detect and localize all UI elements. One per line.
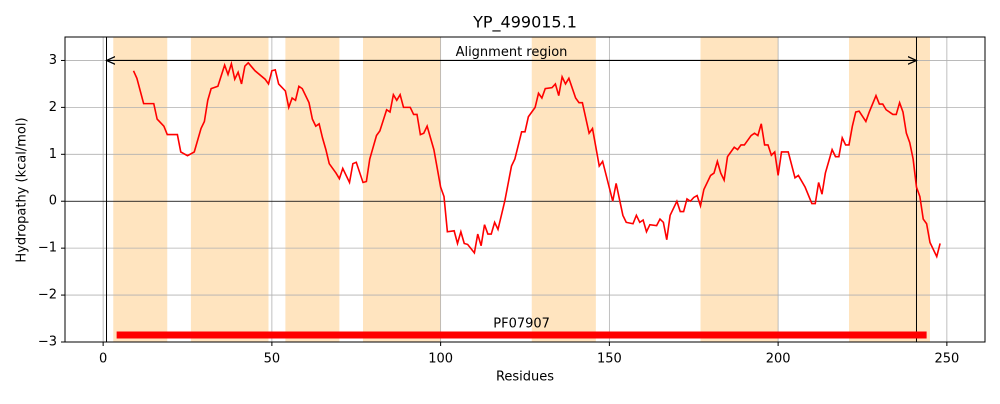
x-tick-label: 250	[934, 352, 959, 367]
domain-label: PF07907	[493, 316, 550, 331]
y-tick-label: 1	[49, 147, 57, 162]
x-tick-label: 150	[597, 352, 622, 367]
hydropathy-line	[132, 60, 941, 259]
x-tick-label: 50	[264, 352, 281, 367]
y-tick-label: −2	[38, 288, 57, 303]
x-axis-label: Residues	[496, 370, 554, 385]
arrow-label: Alignment region	[456, 45, 568, 60]
y-axis-label: Hydropathy (kcal/mol)	[15, 117, 30, 262]
x-tick-label: 200	[766, 352, 791, 367]
y-tick-label: 3	[49, 53, 57, 68]
y-tick-label: −1	[38, 241, 57, 256]
shaded-region	[363, 37, 441, 342]
shaded-region	[531, 37, 596, 342]
x-tick-label: 100	[428, 352, 453, 367]
y-tick-label: 0	[49, 194, 57, 209]
x-tick-label: 0	[99, 352, 107, 367]
shaded-region	[700, 37, 779, 342]
shaded-region	[285, 37, 340, 342]
plot-frame	[64, 36, 986, 343]
chart-title: YP_499015.1	[472, 13, 577, 33]
shaded-region	[113, 37, 168, 342]
y-tick-label: −3	[38, 335, 57, 350]
y-tick-label: 2	[49, 100, 57, 115]
shaded-region	[190, 37, 269, 342]
